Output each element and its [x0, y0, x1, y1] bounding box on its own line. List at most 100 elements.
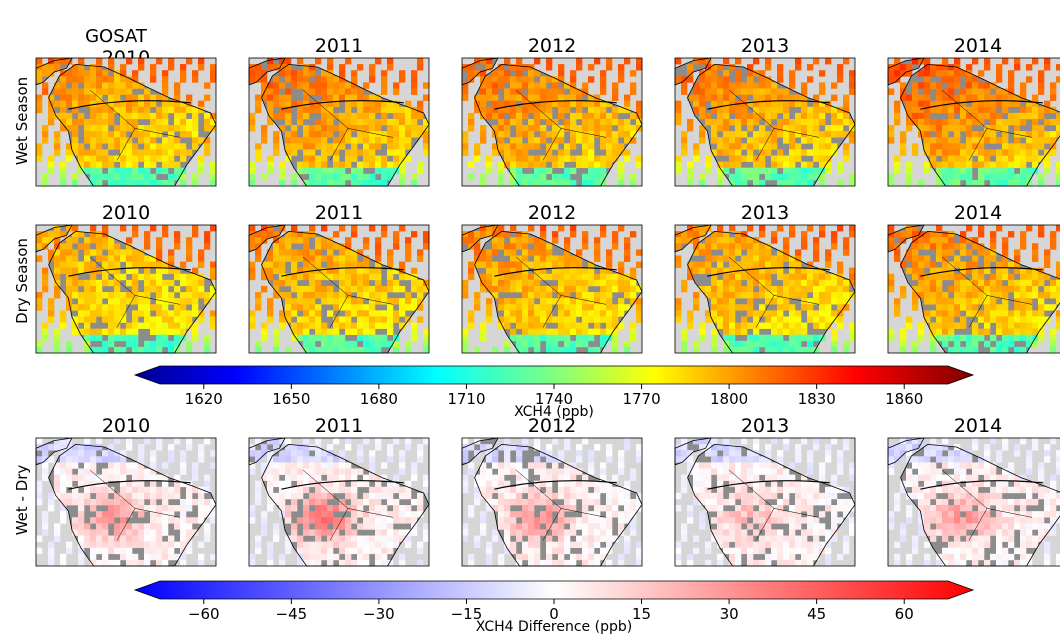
grid-cell: [825, 106, 832, 114]
grid-cell: [102, 529, 109, 536]
grid-cell: [108, 94, 115, 101]
grid-cell: [393, 112, 400, 120]
grid-cell: [588, 334, 595, 342]
grid-cell: [894, 161, 901, 169]
grid-cell: [168, 505, 175, 512]
grid-cell: [285, 112, 292, 120]
grid-cell: [528, 106, 535, 114]
grid-cell: [600, 310, 607, 317]
grid-cell: [132, 486, 139, 494]
grid-cell: [90, 486, 97, 494]
grid-cell: [693, 155, 700, 162]
grid-cell: [261, 231, 268, 238]
grid-cell: [831, 334, 838, 342]
grid-cell: [255, 304, 262, 311]
grid-cell: [114, 273, 121, 281]
grid-cell: [411, 131, 418, 138]
grid-cell: [273, 112, 280, 120]
grid-cell: [504, 279, 511, 287]
grid-cell: [375, 143, 382, 150]
grid-cell: [534, 106, 541, 114]
grid-cell: [588, 143, 595, 150]
grid-cell: [783, 137, 790, 144]
grid-cell: [351, 298, 358, 305]
grid-cell: [498, 112, 505, 120]
grid-cell: [144, 316, 151, 323]
grid-cell: [486, 261, 493, 268]
grid-cell: [303, 125, 310, 132]
grid-cell: [42, 173, 49, 181]
grid-cell: [468, 243, 475, 250]
grid-cell: [948, 322, 955, 329]
grid-cell: [831, 94, 838, 101]
grid-cell: [1038, 143, 1045, 150]
grid-cell: [393, 474, 400, 481]
grid-cell: [285, 517, 292, 524]
grid-cell: [771, 231, 778, 238]
grid-cell: [285, 474, 292, 481]
grid-cell: [393, 88, 400, 95]
grid-cell: [759, 261, 766, 268]
grid-cell: [180, 310, 187, 317]
grid-cell: [1014, 316, 1021, 323]
grid-cell: [825, 100, 832, 108]
grid-cell: [888, 243, 895, 250]
grid-cell: [285, 298, 292, 305]
grid-cell: [417, 255, 424, 262]
grid-cell: [126, 94, 133, 101]
grid-cell: [600, 100, 607, 108]
grid-cell: [1008, 161, 1015, 169]
grid-cell: [249, 511, 256, 518]
grid-cell: [1026, 304, 1033, 311]
grid-cell: [771, 161, 778, 169]
grid-cell: [498, 267, 505, 275]
grid-cell: [831, 285, 838, 293]
grid-cell: [102, 261, 109, 268]
grid-cell: [210, 167, 217, 175]
grid-cell: [741, 112, 748, 120]
grid-cell: [1014, 118, 1021, 126]
grid-cell: [315, 474, 322, 481]
grid-cell: [162, 149, 169, 156]
grid-cell: [978, 316, 985, 323]
grid-cell: [1038, 231, 1045, 238]
grid-cell: [303, 529, 310, 536]
grid-cell: [618, 131, 625, 138]
grid-cell: [552, 179, 559, 187]
grid-cell: [480, 249, 487, 256]
grid-cell: [693, 304, 700, 311]
grid-cell: [837, 304, 844, 311]
grid-cell: [321, 155, 328, 162]
map-panel-diff-2010: [35, 437, 217, 567]
grid-cell: [285, 70, 292, 77]
grid-cell: [711, 346, 718, 354]
grid-cell: [699, 322, 706, 329]
grid-cell: [966, 346, 973, 354]
grid-cell: [138, 535, 145, 542]
grid-cell: [516, 149, 523, 156]
grid-cell: [930, 292, 937, 299]
panel-frame: [461, 224, 643, 354]
grid-cell: [72, 498, 79, 506]
grid-cell: [267, 255, 274, 262]
grid-cell: [540, 225, 547, 232]
grid-cell: [393, 285, 400, 293]
grid-cell: [36, 70, 43, 77]
grid-cell: [504, 261, 511, 268]
grid-cell: [930, 125, 937, 132]
grid-cell: [273, 255, 280, 262]
grid-cell: [972, 261, 979, 268]
grid-cell: [48, 106, 55, 114]
grid-cell: [180, 76, 187, 83]
grid-cell: [837, 70, 844, 77]
grid-cell: [351, 100, 358, 108]
grid-cell: [423, 438, 430, 445]
grid-cell: [498, 125, 505, 132]
grid-cell: [186, 118, 193, 126]
grid-cell: [540, 334, 547, 342]
grid-cell: [783, 304, 790, 311]
grid-cell: [138, 450, 145, 457]
grid-cell: [186, 529, 193, 536]
grid-cell: [255, 149, 262, 156]
grid-cell: [996, 137, 1003, 144]
